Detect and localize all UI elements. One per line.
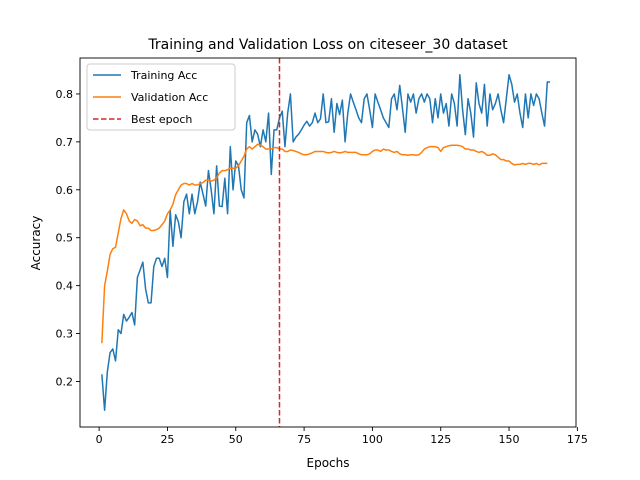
y-tick-label: 0.2: [56, 375, 74, 388]
legend-box: [86, 63, 236, 131]
plot-area: [101, 58, 551, 427]
x-tick-label: 25: [160, 433, 174, 446]
series-line-validation-acc: [101, 143, 548, 344]
axes: 0 25 50 75 100 125 150 175 0.2 0.3 0.4 0.5 0.6 0.7 0.8: [56, 57, 588, 446]
x-tick-label: 0: [96, 433, 103, 446]
y-axis-label: Accuracy: [29, 216, 43, 271]
y-tick-label: 0.6: [56, 184, 74, 197]
x-tick-label: 125: [430, 433, 451, 446]
legend-label: Best epoch: [131, 113, 192, 126]
plot-inner: [101, 58, 551, 427]
x-tick-label: 150: [499, 433, 520, 446]
y-tick-label: 0.4: [56, 280, 74, 293]
x-tick-label: 175: [567, 433, 588, 446]
x-axis-label: Epochs: [307, 456, 350, 470]
y-tick-label: 0.7: [56, 136, 74, 149]
x-tick-label: 75: [297, 433, 311, 446]
x-tick-label: 50: [229, 433, 243, 446]
axes-frame: [79, 57, 577, 428]
y-tick-label: 0.5: [56, 232, 74, 245]
legend: Training Acc Validation Acc Best epoch: [86, 63, 236, 131]
y-tick-label: 0.3: [56, 328, 74, 341]
y-tick-label: 0.8: [56, 88, 74, 101]
legend-label: Validation Acc: [131, 91, 208, 104]
series-line-training-acc: [101, 74, 551, 411]
chart-title: Training and Validation Loss on citeseer…: [147, 37, 508, 53]
x-tick-label: 100: [362, 433, 383, 446]
legend-label: Training Acc: [130, 69, 197, 82]
